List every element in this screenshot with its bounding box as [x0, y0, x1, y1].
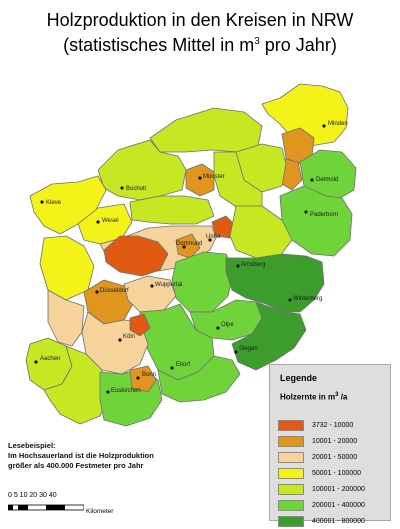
city-dot-minden [322, 124, 326, 128]
district-siegen [231, 301, 307, 371]
city-label-aachen: Aachen [40, 356, 60, 362]
district-munster [185, 163, 215, 197]
city-dot-detmold [310, 178, 314, 182]
city-dot-aachen [34, 360, 38, 364]
legend-item: 10001 - 20000 [278, 433, 365, 449]
city-label-winterberg: Winterberg [293, 296, 322, 302]
city-label-koln: Köln [123, 334, 135, 340]
city-dot-eitorf [170, 366, 174, 370]
legend-item: 50001 - 100000 [278, 465, 365, 481]
legend-label: 50001 - 100000 [312, 469, 362, 477]
scale-tick-labels: 0 5 10 20 30 40 [8, 492, 57, 499]
legend-label: 400001 - 800000 [312, 517, 365, 525]
city-label-euskirchen: Euskirchen [111, 388, 141, 394]
legend-item: 20001 - 50000 [278, 449, 365, 465]
title-line-1: Holzproduktion in den Kreisen in NRW [46, 10, 354, 30]
city-label-detmold: Detmold [316, 177, 338, 183]
city-label-siegen: Siegen [239, 346, 258, 352]
city-dot-euskirchen [106, 390, 110, 394]
district-minden [261, 83, 349, 147]
district-duren [43, 345, 111, 425]
reading-example-note: Lesebeispiel: Im Hochsauerland ist die H… [8, 441, 154, 471]
district-borken [97, 139, 187, 201]
legend-label: 3732 - 10000 [312, 421, 354, 429]
legend-title: Legende [280, 373, 318, 383]
city-label-eitorf: Eitorf [176, 362, 190, 368]
city-label-dortmund: Dortmund [176, 241, 202, 247]
scale-unit-label: Kilometer [86, 508, 114, 515]
city-label-wesel: Wesel [102, 218, 119, 224]
city-label-bocholt: Bocholt [126, 186, 146, 192]
legend-label: 100001 - 200000 [312, 485, 365, 493]
city-dot-dusseldorf [95, 290, 99, 294]
city-dot-wuppertal [150, 284, 154, 288]
city-label-bonn: Bonn [142, 372, 156, 378]
city-label-olpe: Olpe [221, 322, 234, 328]
district-wuppertal [123, 275, 177, 313]
legend-item: 3732 - 10000 [278, 417, 365, 433]
district-wesel [77, 203, 133, 245]
legend-swatch [278, 451, 304, 463]
legend-swatch [278, 483, 304, 495]
city-dot-kleve [40, 200, 44, 204]
district-koln-city [129, 313, 151, 337]
scale-bar-graphic [8, 504, 84, 511]
map-legend: Legende Holzernte in m3 /a 3732 - 10000 … [269, 364, 391, 527]
note-line-2: Im Hochsauerland ist die Holzproduktion [8, 451, 154, 460]
district-hochsauerland [225, 253, 325, 313]
title-line-2: (statistisches Mittel in m3 pro Jahr) [63, 35, 337, 55]
legend-swatch [278, 467, 304, 479]
legend-swatch [278, 435, 304, 447]
district-heinsberg [47, 289, 85, 347]
legend-swatch [278, 499, 304, 511]
legend-item: 200001 - 400000 [278, 497, 365, 513]
legend-items: 3732 - 10000 10001 - 20000 20001 - 50000… [278, 417, 365, 529]
city-dot-winterberg [288, 298, 292, 302]
city-dot-dortmund [182, 245, 186, 249]
legend-swatch [278, 515, 304, 527]
city-dot-koln [118, 338, 122, 342]
city-label-dusseldorf: Düsseldorf [100, 288, 129, 294]
note-line-1: Lesebeispiel: [8, 441, 56, 450]
district-steinfurt [149, 107, 263, 153]
city-dot-bonn [136, 376, 140, 380]
city-label-arnsberg: Arnsberg [241, 262, 265, 268]
city-label-unna: Unna [206, 234, 221, 240]
district-dortmund [175, 233, 201, 259]
map-title: Holzproduktion in den Kreisen in NRW (st… [0, 10, 400, 56]
legend-swatch [278, 419, 304, 431]
district-rhein-sieg [157, 355, 241, 403]
city-dot-bocholt [120, 186, 124, 190]
city-label-munster: Münster [203, 174, 225, 180]
city-label-paderborn: Paderborn [310, 212, 338, 218]
city-dot-siegen [234, 350, 238, 354]
legend-item: 100001 - 200000 [278, 481, 365, 497]
scale-bar: 0 5 10 20 30 40 Kilometer [8, 492, 113, 515]
city-label-kleve: Kleve [46, 200, 62, 206]
district-bonn [129, 365, 157, 393]
city-dot-paderborn [304, 210, 308, 214]
legend-label: 200001 - 400000 [312, 501, 365, 509]
legend-item: 400001 - 800000 [278, 513, 365, 529]
city-dot-munster [198, 176, 202, 180]
legend-subtitle: Holzernte in m3 /a [280, 392, 348, 402]
city-dot-olpe [216, 326, 220, 330]
district-recklinghausen [129, 195, 215, 225]
legend-label: 20001 - 50000 [312, 453, 358, 461]
district-markischer [171, 251, 235, 313]
city-label-wuppertal: Wuppertal [155, 282, 182, 288]
city-dot-wesel [96, 220, 100, 224]
city-dot-arnsberg [236, 264, 240, 268]
city-dot-unna [208, 238, 212, 242]
note-line-3: größer als 400.000 Festmeter pro Jahr [8, 461, 144, 470]
district-essen-duisburg [103, 235, 169, 277]
legend-label: 10001 - 20000 [312, 437, 358, 445]
city-label-minden: Minden [328, 121, 348, 127]
